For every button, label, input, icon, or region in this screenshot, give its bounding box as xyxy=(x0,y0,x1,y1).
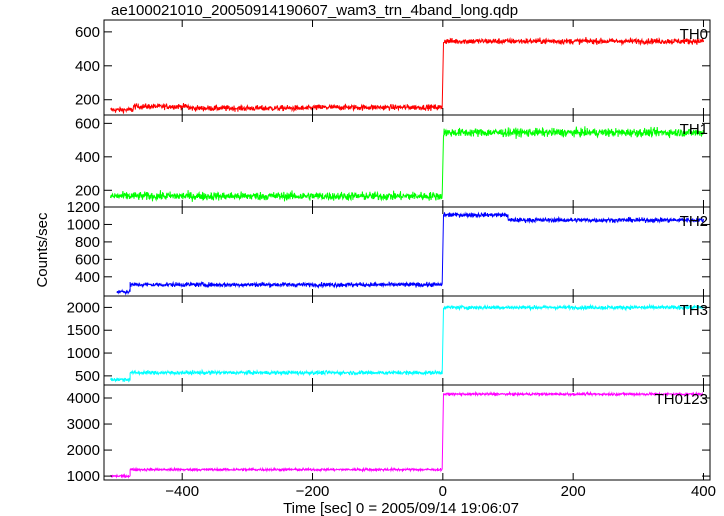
y-tick-label: 1000 xyxy=(67,345,100,362)
y-axis-label: Counts/sec xyxy=(34,212,51,288)
x-tick-label: −200 xyxy=(296,483,330,500)
series-line-th0 xyxy=(110,36,704,114)
y-tick-label: 500 xyxy=(75,368,100,385)
x-tick-label: 200 xyxy=(561,483,586,500)
y-tick-label: 1000 xyxy=(67,468,100,485)
y-tick-label: 400 xyxy=(75,269,100,286)
panel-frame-th0123 xyxy=(103,384,711,481)
x-axis-label: Time [sec] 0 = 2005/09/14 19:06:07 xyxy=(283,500,519,516)
panel-frame-th1 xyxy=(103,114,711,208)
series-label-th3: TH3 xyxy=(680,302,708,319)
x-tick-label: 400 xyxy=(691,483,716,500)
x-tick-label: 0 xyxy=(439,483,447,500)
y-tick-label: 2000 xyxy=(67,442,100,459)
y-tick-label: 2000 xyxy=(67,299,100,316)
y-tick-label: 200 xyxy=(75,92,100,109)
series-line-th1 xyxy=(110,126,704,202)
y-tick-label: 600 xyxy=(75,115,100,132)
panel-frame-th0 xyxy=(103,19,711,116)
y-tick-label: 800 xyxy=(75,234,100,251)
y-tick-label: 600 xyxy=(75,24,100,41)
series-line-th0123 xyxy=(110,390,704,479)
chart-title: ae100021010_20050914190607_wam3_trn_4ban… xyxy=(111,2,519,19)
series-line-th2 xyxy=(116,211,704,296)
y-tick-label: 3000 xyxy=(67,416,100,433)
y-tick-label: 1200 xyxy=(67,199,100,216)
y-tick-label: 600 xyxy=(75,251,100,268)
y-tick-label: 200 xyxy=(75,182,100,199)
series-label-th2: TH2 xyxy=(680,213,708,230)
y-tick-label: 1500 xyxy=(67,322,100,339)
y-tick-label: 4000 xyxy=(67,390,100,407)
x-tick-label: −400 xyxy=(165,483,199,500)
y-tick-label: 1000 xyxy=(67,216,100,233)
y-tick-label: 400 xyxy=(75,149,100,166)
y-tick-label: 400 xyxy=(75,58,100,75)
series-label-th0: TH0 xyxy=(680,26,708,43)
series-line-th3 xyxy=(110,303,704,383)
series-label-th1: TH1 xyxy=(680,121,708,138)
series-label-th0123: TH0123 xyxy=(655,391,708,408)
